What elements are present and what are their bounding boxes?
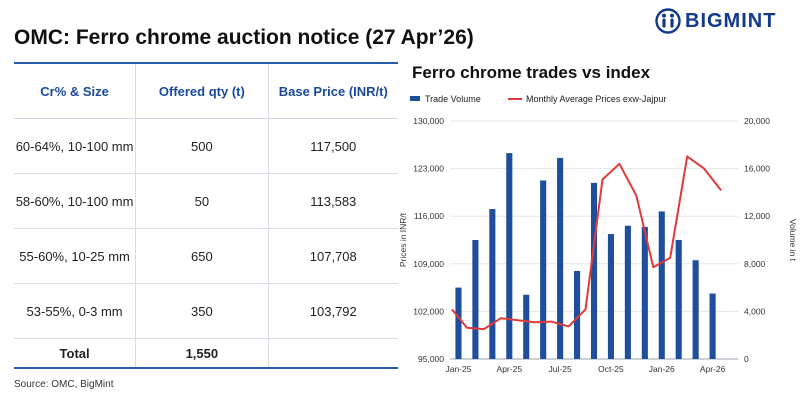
y-left-tick-label: 116,000 (414, 211, 444, 221)
bigmint-logo-icon (655, 8, 681, 34)
x-tick-label: Jan-25 (445, 364, 471, 374)
cell-size: 58-60%, 10-100 mm (14, 173, 136, 229)
total-qty: 1,550 (135, 338, 269, 369)
volume-bar (641, 226, 648, 359)
volume-bar (489, 209, 496, 359)
source-note: Source: OMC, BigMint (14, 379, 114, 390)
cell-price: 107,708 (267, 228, 398, 284)
legend-label-volume: Trade Volume (425, 94, 481, 104)
column-header-price: Base Price (INR/t) (267, 62, 398, 119)
column-header-size: Cr% & Size (14, 62, 136, 119)
volume-bar (506, 153, 513, 359)
cell-qty: 350 (135, 283, 269, 339)
y-right-tick-label: 20,000 (744, 116, 770, 126)
y-right-tick-label: 0 (744, 354, 749, 364)
volume-bar (523, 294, 530, 359)
table-row: 55-60%, 10-25 mm 650 107,708 (14, 228, 398, 284)
table-row: 53-55%, 0-3 mm 350 103,792 (14, 283, 398, 339)
table-row: 60-64%, 10-100 mm 500 117,500 (14, 118, 398, 174)
y-left-tick-label: 102,000 (413, 306, 444, 316)
y-right-tick-label: 16,000 (744, 164, 770, 174)
x-tick-label: Jan-26 (649, 364, 675, 374)
chart-title: Ferro chrome trades vs index (412, 63, 651, 82)
table-header-row: Cr% & Size Offered qty (t) Base Price (I… (14, 62, 398, 119)
volume-bar (624, 225, 631, 359)
cell-size: 55-60%, 10-25 mm (14, 228, 136, 284)
y-right-tick-label: 8,000 (744, 259, 766, 269)
cell-price: 103,792 (267, 283, 398, 339)
x-tick-label: Oct-25 (598, 364, 624, 374)
volume-bars (455, 153, 716, 359)
auction-table: Cr% & Size Offered qty (t) Base Price (I… (14, 62, 398, 369)
volume-bar (675, 240, 682, 359)
cell-size: 53-55%, 0-3 mm (14, 283, 136, 339)
table-row: 58-60%, 10-100 mm 50 113,583 (14, 173, 398, 229)
cell-qty: 50 (135, 173, 269, 229)
y-left-tick-label: 123,000 (413, 164, 444, 174)
y-right-tick-label: 4,000 (744, 306, 766, 316)
volume-bar (692, 260, 699, 359)
volume-bar (709, 293, 716, 359)
total-price (267, 338, 398, 369)
column-header-qty: Offered qty (t) (135, 62, 269, 119)
page-title: OMC: Ferro chrome auction notice (27 Apr… (14, 26, 474, 49)
x-tick-label: Apr-26 (700, 364, 726, 374)
volume-bar (590, 182, 598, 359)
y-right-tick-label: 12,000 (744, 211, 770, 221)
y-right-axis-title: Volume in t (788, 219, 798, 262)
volume-bar (574, 270, 581, 359)
volume-bar (472, 240, 479, 359)
cell-qty: 650 (135, 228, 269, 284)
volume-bar (540, 180, 547, 359)
y-left-tick-label: 95,000 (418, 354, 444, 364)
x-tick-label: Jul-25 (549, 364, 572, 374)
bigmint-logo-text: BIGMINT (685, 9, 777, 32)
axes: 130,000 20,000 123,000 16,000 116,000 12,000 1… (398, 116, 798, 374)
legend-swatch-volume (410, 96, 420, 101)
y-left-axis-title: Prices in INR/t (398, 212, 408, 267)
volume-bar (557, 157, 564, 359)
cell-size: 60-64%, 10-100 mm (14, 118, 136, 174)
x-tick-label: Apr-25 (497, 364, 523, 374)
chart-legend: Trade Volume Monthly Average Prices exw-… (410, 94, 666, 104)
total-label: Total (14, 338, 136, 369)
price-line (451, 155, 722, 331)
volume-bar (607, 234, 614, 359)
cell-price: 117,500 (267, 118, 398, 174)
table-total-row: Total 1,550 (14, 338, 398, 369)
price-line-layer (451, 155, 722, 331)
cell-qty: 500 (135, 118, 269, 174)
y-left-tick-label: 130,000 (413, 116, 444, 126)
volume-bar (455, 287, 462, 359)
legend-label-price: Monthly Average Prices exw-Jajpur (526, 94, 666, 104)
y-left-tick-label: 109,000 (413, 259, 444, 269)
bigmint-logo: BIGMINT (655, 8, 776, 34)
cell-price: 113,583 (267, 173, 398, 229)
trades-vs-index-chart: 130,000 20,000 123,000 16,000 116,000 12,000 1… (398, 94, 798, 374)
volume-bar (658, 211, 665, 359)
